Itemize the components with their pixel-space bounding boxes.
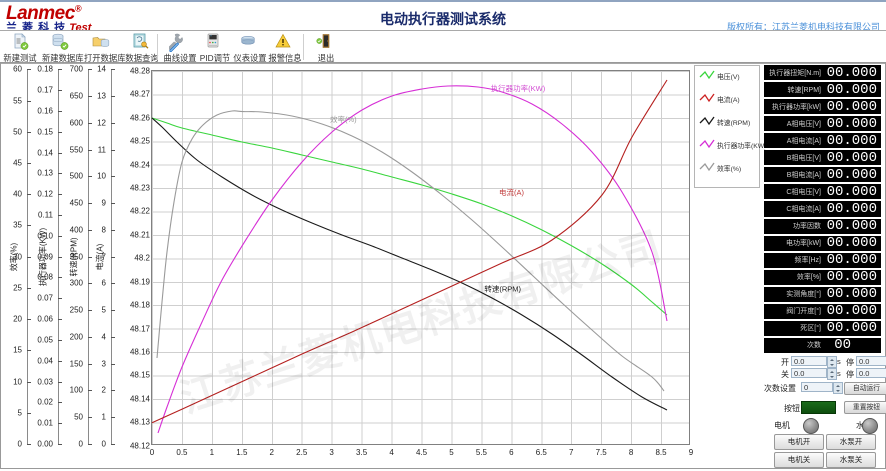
svg-text:执行器功率(KW): 执行器功率(KW) — [491, 83, 546, 93]
svg-text:转速(RPM): 转速(RPM) — [484, 283, 521, 293]
svg-text:电流(A): 电流(A) — [499, 187, 524, 197]
svg-text:效率(%): 效率(%) — [330, 114, 357, 124]
